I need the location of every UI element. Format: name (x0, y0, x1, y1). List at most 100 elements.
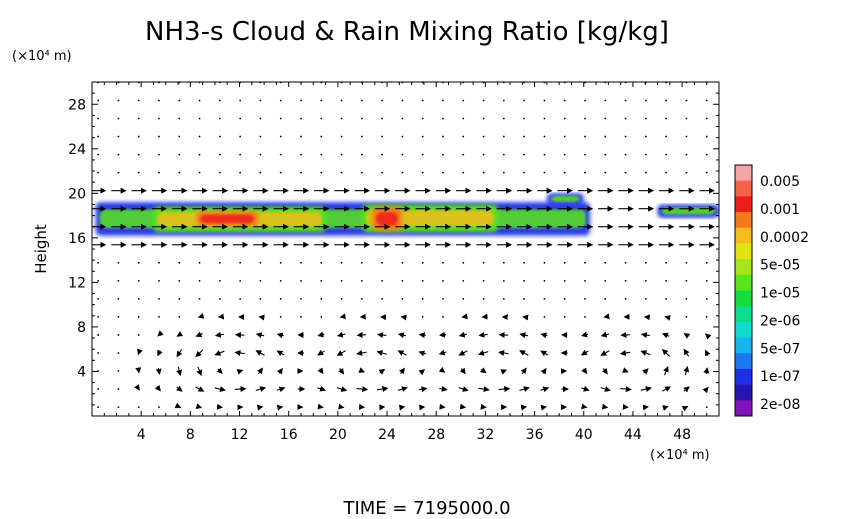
wind-vector (158, 153, 160, 156)
x-tick-label: 16 (280, 427, 298, 443)
wind-vector (442, 117, 444, 120)
wind-vector (218, 297, 221, 300)
wind-vector (137, 316, 140, 318)
wind-vector (137, 406, 140, 408)
wind-vector (644, 297, 647, 300)
wind-vector (279, 117, 282, 120)
colorbar-label: 0.001 (760, 202, 800, 218)
wind-vector (97, 117, 100, 120)
wind-vector (685, 279, 688, 282)
colorbar-swatch (735, 306, 752, 323)
wind-vector (502, 99, 505, 102)
wind-vector (704, 349, 711, 357)
wind-vector (176, 349, 183, 358)
wind-vector (317, 403, 324, 410)
wind-vector (216, 367, 223, 374)
wind-vector (117, 297, 120, 300)
wind-vector (543, 261, 546, 264)
wind-vector (702, 386, 709, 394)
wind-vector (239, 153, 242, 156)
wind-vector (540, 332, 548, 339)
wind-vector (482, 171, 485, 174)
wind-vector (462, 99, 465, 102)
wind-vector (216, 403, 223, 410)
x-tick-label: 20 (329, 427, 347, 443)
wind-vector (624, 297, 627, 300)
wind-vector (259, 297, 262, 300)
colorbar-swatch (735, 196, 752, 213)
wind-vector (662, 405, 669, 411)
wind-vector (644, 279, 647, 282)
wind-vector (462, 297, 465, 300)
wind-vector (158, 171, 160, 174)
wind-vector (340, 153, 343, 156)
colorbar-swatch (735, 227, 752, 244)
wind-vector (97, 99, 100, 102)
wind-vector (198, 297, 201, 300)
wind-vector (421, 117, 424, 120)
wind-vector (685, 153, 688, 156)
colorbar-label: 2e-08 (760, 397, 800, 413)
wind-vector (462, 135, 465, 138)
wind-vector (381, 279, 384, 282)
y-tick-label: 24 (68, 142, 86, 158)
x-tick-label: 8 (186, 427, 195, 443)
wind-vector (397, 386, 408, 393)
wind-vector (502, 171, 505, 174)
wind-vector (663, 366, 669, 376)
wind-vector (418, 332, 426, 339)
wind-vector (502, 117, 505, 120)
wind-vector (442, 153, 444, 156)
wind-vector (214, 331, 224, 338)
wind-vector (523, 279, 526, 282)
wind-vector (683, 333, 691, 339)
wind-vector (195, 349, 204, 358)
wind-vector (157, 330, 164, 337)
y-tick-label: 4 (77, 364, 86, 380)
wind-vector (158, 279, 160, 282)
colorbar-swatch (735, 274, 752, 291)
wind-vector (257, 367, 263, 375)
wind-vector (338, 367, 345, 375)
wind-vector (540, 350, 549, 357)
wind-vector (259, 99, 262, 102)
wind-vectors (92, 82, 715, 412)
wind-vector (176, 385, 183, 392)
wind-vector (540, 367, 547, 375)
colorbar-frame (734, 164, 753, 417)
x-tick-label: 12 (231, 427, 249, 443)
wind-vector (604, 171, 607, 174)
wind-vector (134, 384, 140, 391)
wind-vector (300, 316, 302, 318)
wind-vector (523, 153, 526, 156)
wind-vector (604, 261, 607, 264)
wind-vector (540, 404, 547, 411)
cloud-layer-high (196, 211, 258, 227)
wind-vector (665, 153, 668, 156)
wind-vector (644, 171, 647, 174)
wind-vector (685, 297, 688, 300)
wind-vector (397, 332, 407, 339)
wind-vector (239, 261, 242, 264)
wind-vector (117, 370, 120, 372)
wind-vector (300, 297, 302, 300)
wind-vector (97, 406, 100, 408)
wind-vector (360, 261, 363, 264)
wind-vector (604, 153, 607, 156)
wind-vector (640, 332, 650, 339)
wind-vector (198, 261, 201, 264)
wind-vector (401, 297, 404, 300)
wind-vector (442, 171, 444, 174)
wind-vector (401, 99, 404, 102)
wind-vector (584, 153, 586, 156)
wind-vector (523, 117, 526, 120)
wind-vector (401, 171, 404, 174)
wind-vector (259, 261, 262, 264)
wind-vector (381, 153, 384, 156)
wind-vector (563, 316, 566, 318)
wind-vector (381, 99, 384, 102)
wind-vector (624, 279, 627, 282)
wind-vector (418, 369, 426, 376)
wind-vector (421, 99, 424, 102)
colorbar-label: 1e-07 (760, 369, 800, 385)
